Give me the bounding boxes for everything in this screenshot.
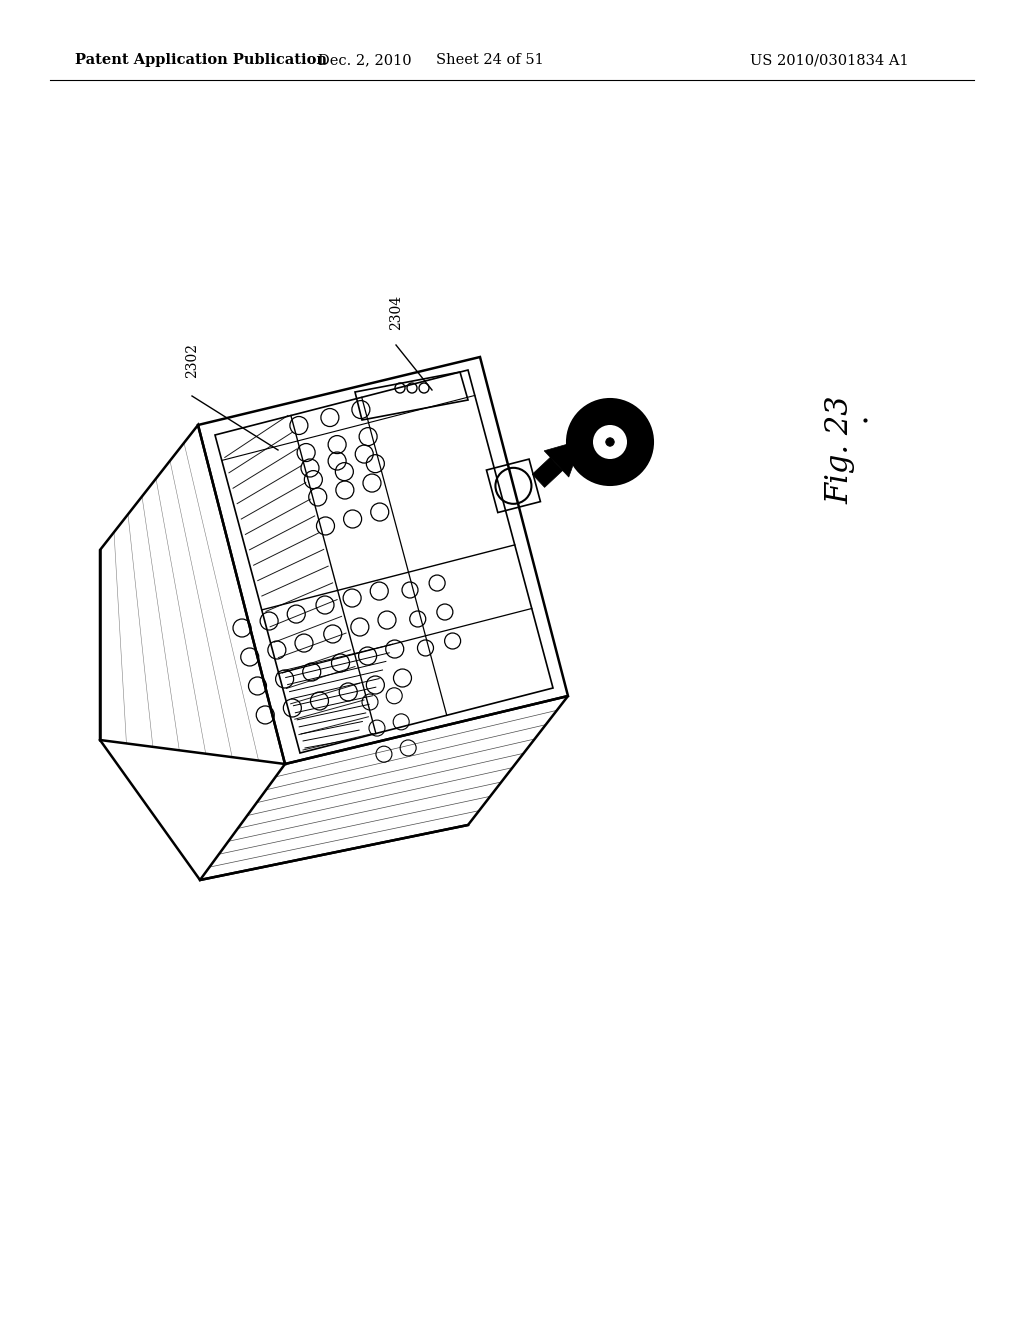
Circle shape	[606, 438, 614, 446]
Polygon shape	[532, 457, 562, 487]
Circle shape	[592, 424, 628, 461]
Text: Patent Application Publication: Patent Application Publication	[75, 53, 327, 67]
Circle shape	[567, 399, 653, 484]
Text: Dec. 2, 2010: Dec. 2, 2010	[318, 53, 412, 67]
Polygon shape	[544, 440, 582, 477]
Text: Sheet 24 of 51: Sheet 24 of 51	[436, 53, 544, 67]
Text: 2302: 2302	[185, 343, 199, 378]
Text: US 2010/0301834 A1: US 2010/0301834 A1	[750, 53, 908, 67]
Text: 2304: 2304	[389, 294, 403, 330]
Text: Fig. 23: Fig. 23	[824, 396, 855, 504]
